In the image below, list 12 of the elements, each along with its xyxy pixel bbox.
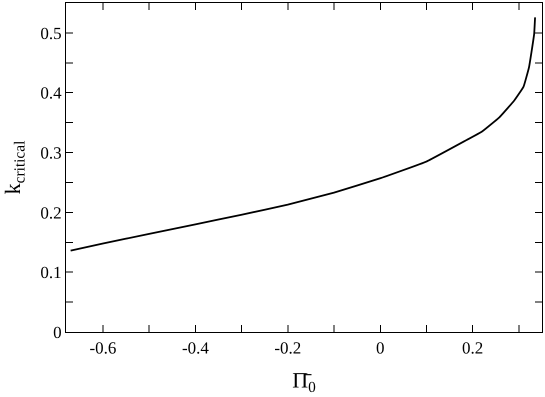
y-tick-label: 0.2 [40,203,62,222]
x-tick-label: -0.6 [90,338,116,358]
y-tick-label: 0.5 [40,24,62,43]
x-tick-label: 0.2 [462,338,484,358]
y-tick-label: 0.4 [40,84,62,103]
x-tick-label: -0.4 [182,338,210,358]
y-tick-label: 0.3 [40,144,62,162]
y-tick-label: 0.1 [40,263,62,282]
y-tick-label: 0 [53,322,62,342]
x-axis-title: Π̄$_{0}$ [292,367,316,396]
x-tick-label: 0 [376,338,384,358]
x-tick-label: -0.2 [274,338,302,358]
